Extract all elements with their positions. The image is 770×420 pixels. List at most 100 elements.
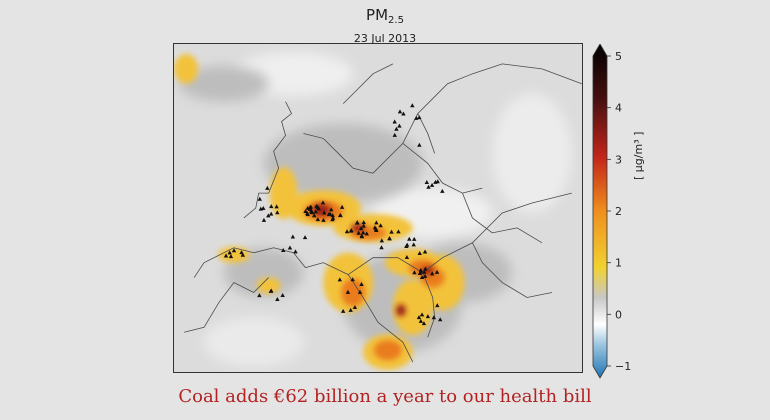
colorbar-tick-label: 5	[615, 50, 622, 63]
triangle-icon	[440, 188, 445, 193]
triangle-icon	[307, 206, 313, 211]
triangle-icon	[359, 281, 364, 286]
triangle-icon	[419, 274, 425, 279]
triangle-icon	[422, 269, 427, 274]
triangle-icon	[392, 119, 397, 124]
triangle-icon	[361, 223, 366, 228]
triangle-icon	[430, 271, 435, 276]
triangle-icon	[417, 115, 422, 120]
triangle-icon	[426, 184, 431, 189]
triangle-icon	[330, 215, 336, 220]
triangle-icon	[359, 234, 365, 239]
triangle-icon	[418, 267, 424, 272]
triangle-icon	[309, 209, 314, 214]
triangle-icon	[345, 289, 351, 294]
triangle-icon	[433, 179, 438, 184]
title-subscript: 2.5	[388, 15, 404, 26]
triangle-icon	[379, 245, 384, 250]
triangle-icon	[257, 293, 262, 298]
country-borders	[184, 63, 582, 363]
triangle-icon	[312, 213, 317, 218]
triangle-icon	[227, 250, 232, 255]
triangle-icon	[339, 204, 345, 209]
title-main: PM	[366, 6, 389, 24]
triangle-icon	[392, 132, 397, 137]
colorbar: 5 4 3 2 1 0 −1	[587, 44, 657, 380]
triangle-icon	[313, 209, 318, 214]
triangle-icon	[281, 248, 286, 253]
triangle-icon	[337, 277, 343, 282]
triangle-icon	[379, 238, 385, 243]
triangle-icon	[387, 236, 392, 241]
triangle-icon	[434, 269, 440, 274]
triangle-icon	[269, 204, 274, 209]
triangle-icon	[416, 315, 422, 320]
triangle-icon	[308, 204, 314, 209]
triangle-icon	[429, 182, 435, 187]
triangle-icon	[397, 109, 403, 114]
triangle-icon	[394, 126, 399, 131]
triangle-icon	[417, 271, 423, 276]
triangle-icon	[417, 142, 422, 147]
triangle-icon	[302, 235, 308, 240]
triangle-icon	[361, 220, 366, 225]
triangle-icon	[373, 226, 379, 231]
triangle-icon	[320, 200, 326, 205]
triangle-icon	[374, 220, 379, 225]
caption: Coal adds €62 billion a year to our heal…	[178, 386, 592, 407]
triangle-icon	[328, 207, 334, 212]
triangle-icon	[314, 203, 319, 208]
triangle-icon	[261, 217, 267, 222]
colorbar-tick-label: 4	[615, 102, 622, 115]
triangle-icon	[344, 229, 350, 234]
triangle-icon	[338, 213, 343, 218]
triangle-icon	[352, 305, 358, 310]
triangle-icon	[358, 226, 364, 231]
triangle-icon	[360, 230, 366, 235]
colorbar-tick-label: −1	[615, 360, 631, 373]
triangle-icon	[356, 230, 361, 235]
triangle-icon	[424, 180, 430, 185]
triangle-icon	[349, 228, 354, 233]
triangle-icon	[322, 210, 327, 215]
triangle-icon	[266, 213, 271, 218]
triangle-icon	[330, 213, 335, 218]
triangle-icon	[340, 308, 346, 313]
triangle-icon	[397, 123, 402, 128]
triangle-icon	[287, 245, 293, 250]
triangle-icon	[268, 211, 274, 216]
triangle-icon	[423, 266, 428, 271]
triangle-icon	[280, 293, 285, 298]
triangle-icon	[321, 217, 326, 222]
map-title: PM2.5	[0, 6, 770, 30]
triangle-icon	[265, 185, 270, 190]
triangle-icon	[437, 317, 443, 322]
triangle-icon	[422, 249, 428, 254]
triangle-icon	[305, 212, 310, 217]
triangle-icon	[315, 217, 321, 222]
triangle-icon	[290, 234, 296, 239]
triangle-icon	[404, 242, 410, 247]
triangle-icon	[431, 315, 437, 320]
triangle-icon	[421, 321, 427, 326]
map-date: 23 Jul 2013	[353, 32, 417, 45]
triangle-icon	[425, 314, 431, 319]
triangle-icon	[239, 250, 244, 255]
colorbar-tick-label: 1	[615, 257, 622, 270]
triangle-icon	[389, 229, 394, 234]
triangle-icon	[231, 248, 237, 253]
triangle-icon	[293, 249, 298, 254]
triangle-icon	[240, 252, 246, 257]
triangle-icon	[355, 220, 360, 225]
triangle-icon	[435, 303, 440, 308]
triangle-icon	[269, 288, 274, 293]
colorbar-tick-label: 3	[615, 153, 622, 166]
monitoring-stations	[223, 103, 445, 326]
colorbar-graphic: 5 4 3 2 1 0 −1	[592, 44, 631, 379]
triangle-icon	[223, 253, 229, 258]
triangle-icon	[348, 307, 353, 312]
triangle-icon	[419, 312, 425, 317]
triangle-icon	[407, 236, 412, 241]
triangle-icon	[396, 229, 401, 234]
triangle-icon	[422, 273, 428, 278]
